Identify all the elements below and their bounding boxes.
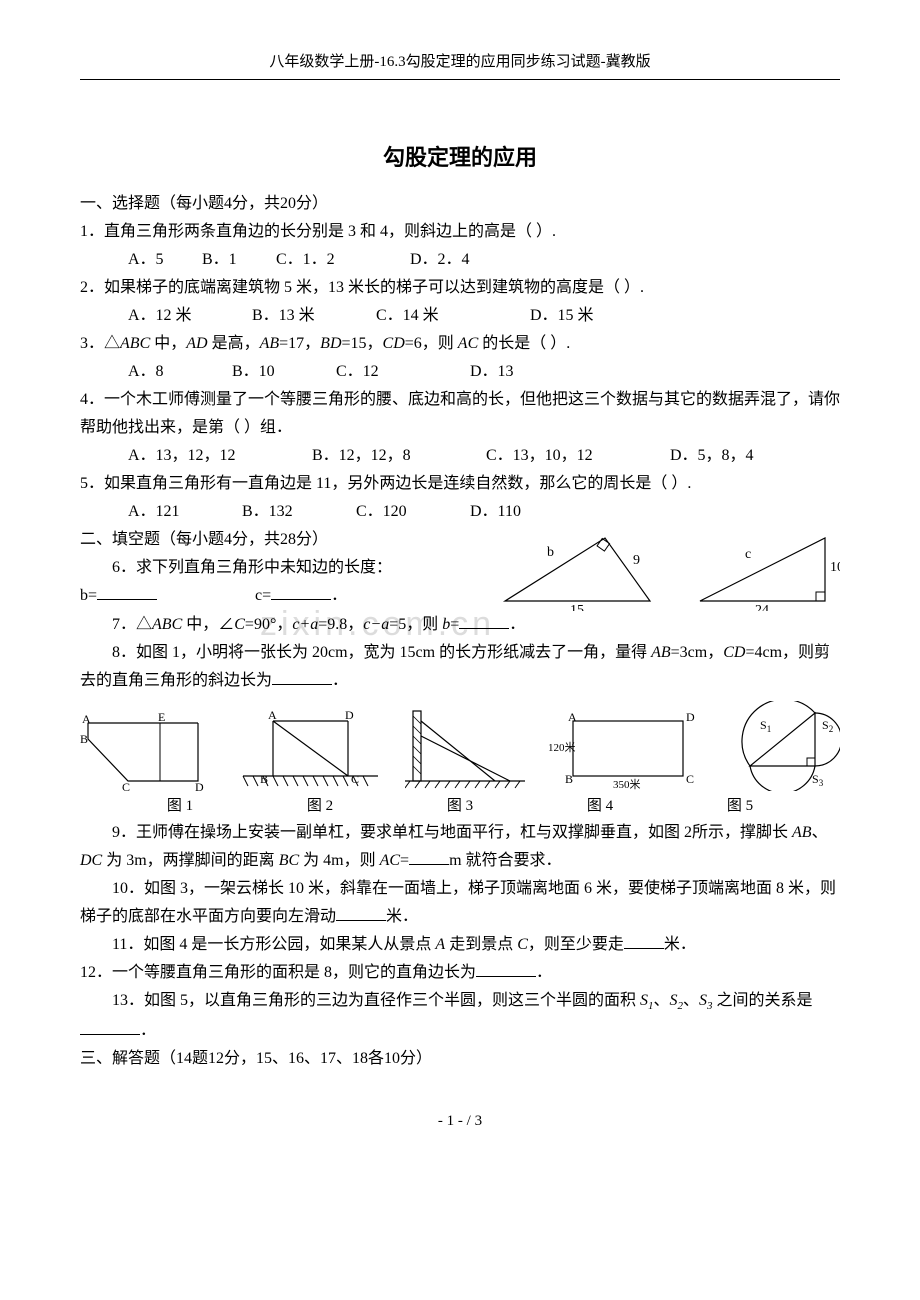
q5-a: A．121 bbox=[128, 498, 238, 526]
svg-text:C: C bbox=[351, 772, 359, 786]
svg-text:C: C bbox=[122, 780, 130, 791]
figure-1-icon: A B C D E bbox=[80, 711, 215, 791]
q1-b: B．1 bbox=[202, 246, 272, 274]
q4-options: A．13，12，12 B．12，12，8 C．13，10，12 D．5，8，4 bbox=[80, 442, 840, 470]
svg-text:350米: 350米 bbox=[613, 778, 641, 791]
svg-text:D: D bbox=[686, 711, 695, 724]
q7: 7．△ABC 中，∠C=90°，c+a=9.8，c−a=5，则 b=． bbox=[80, 611, 840, 639]
svg-text:C: C bbox=[686, 772, 694, 786]
svg-text:S1: S1 bbox=[760, 718, 771, 734]
q8: 8．如图 1，小明将一张长为 20cm，宽为 15cm 的长方形纸减去了一角，量… bbox=[80, 639, 840, 695]
q12: 12．一个等腰直角三角形的面积是 8，则它的直角边长为． bbox=[80, 959, 840, 987]
svg-text:B: B bbox=[260, 772, 268, 786]
svg-text:b: b bbox=[547, 545, 554, 560]
page-footer: - 1 - / 3 bbox=[80, 1113, 840, 1130]
figure-row: A B C D E A D bbox=[80, 701, 840, 791]
q1-a: A．5 bbox=[128, 246, 198, 274]
svg-text:A: A bbox=[568, 711, 577, 724]
q6-prefix: 6．求下列直角三角形中未知边的长度： bbox=[80, 554, 480, 582]
q3-b: B．10 bbox=[232, 358, 332, 386]
section3-heading: 三、解答题（14题12分，15、16、17、18各10分） bbox=[80, 1045, 840, 1073]
svg-text:B: B bbox=[80, 732, 88, 746]
svg-text:D: D bbox=[345, 711, 354, 722]
figure-2-icon: A D B C bbox=[238, 711, 383, 791]
svg-text:S3: S3 bbox=[812, 772, 824, 788]
q4-a: A．13，12，12 bbox=[128, 442, 308, 470]
svg-text:9: 9 bbox=[633, 553, 640, 568]
figure-3-icon bbox=[405, 706, 525, 791]
figure-captions: 图 1 图 2 图 3 图 4 图 5 bbox=[80, 793, 840, 819]
q9: 9．王师傅在操场上安装一副单杠，要求单杠与地面平行，杠与双撑脚垂直，如图 2所示… bbox=[80, 819, 840, 875]
q1-d: D．2．4 bbox=[410, 246, 470, 274]
svg-text:c: c bbox=[745, 547, 751, 562]
svg-text:15: 15 bbox=[570, 603, 584, 611]
q2-b: B．13 米 bbox=[252, 302, 372, 330]
q5-d: D．110 bbox=[470, 498, 521, 526]
q4-b: B．12，12，8 bbox=[312, 442, 482, 470]
q2-c: C．14 米 bbox=[376, 302, 526, 330]
section2-heading: 二、填空题（每小题4分，共28分） bbox=[80, 526, 480, 554]
svg-text:S2: S2 bbox=[822, 718, 833, 734]
running-header: 八年级数学上册-16.3勾股定理的应用同步练习试题-冀教版 bbox=[80, 50, 840, 80]
svg-text:E: E bbox=[158, 711, 165, 724]
svg-text:B: B bbox=[565, 772, 573, 786]
triangle-left-icon: b 9 15 bbox=[495, 526, 660, 611]
page-title: 勾股定理的应用 bbox=[80, 140, 840, 172]
figure-5-icon: S1 S2 S3 bbox=[720, 701, 840, 791]
figure-4-icon: A D B C 120米 350米 bbox=[548, 711, 698, 791]
q5-c: C．120 bbox=[356, 498, 466, 526]
svg-text:120米: 120米 bbox=[548, 741, 576, 754]
q3-a: A．8 bbox=[128, 358, 228, 386]
q3-c: C．12 bbox=[336, 358, 466, 386]
q2-options: A．12 米 B．13 米 C．14 米 D．15 米 bbox=[80, 302, 840, 330]
svg-text:10: 10 bbox=[830, 560, 840, 575]
q1-options: A．5 B．1 C．1．2 D．2．4 bbox=[80, 246, 840, 274]
q2-stem: 2．如果梯子的底端离建筑物 5 米，13 米长的梯子可以达到建筑物的高度是（ ）… bbox=[80, 274, 840, 302]
svg-text:24: 24 bbox=[755, 603, 769, 611]
q11: 11．如图 4 是一长方形公园，如果某人从景点 A 走到景点 C，则至少要走米． bbox=[80, 931, 840, 959]
q5-options: A．121 B．132 C．120 D．110 bbox=[80, 498, 840, 526]
q2-a: A．12 米 bbox=[128, 302, 248, 330]
section1-heading: 一、选择题（每小题4分，共20分） bbox=[80, 190, 840, 218]
svg-text:D: D bbox=[195, 780, 204, 791]
q1-c: C．1．2 bbox=[276, 246, 406, 274]
q2-d: D．15 米 bbox=[530, 302, 594, 330]
q5-b: B．132 bbox=[242, 498, 352, 526]
q4-stem: 4．一个木工师傅测量了一个等腰三角形的腰、底边和高的长，但他把这三个数据与其它的… bbox=[80, 386, 840, 442]
q3-options: A．8 B．10 C．12 D．13 bbox=[80, 358, 840, 386]
q3-d: D．13 bbox=[470, 358, 514, 386]
svg-text:A: A bbox=[82, 712, 91, 726]
q6-blanks: b= c=． bbox=[80, 582, 480, 610]
q5-stem: 5．如果直角三角形有一直角边是 11，另外两边长是连续自然数，那么它的周长是（ … bbox=[80, 470, 840, 498]
svg-text:A: A bbox=[268, 711, 277, 722]
q10: 10．如图 3，一架云梯长 10 米，斜靠在一面墙上，梯子顶端离地面 6 米，要… bbox=[80, 875, 840, 931]
q3-stem: 3．△ABC 中，AD 是高，AB=17，BD=15，CD=6，则 AC 的长是… bbox=[80, 330, 840, 358]
q4-d: D．5，8，4 bbox=[670, 442, 754, 470]
q4-c: C．13，10，12 bbox=[486, 442, 666, 470]
q1-stem: 1．直角三角形两条直角边的长分别是 3 和 4，则斜边上的高是（ ）. bbox=[80, 218, 840, 246]
triangle-right-icon: c 10 24 bbox=[690, 526, 840, 611]
q13: 13．如图 5，以直角三角形的三边为直径作三个半圆，则这三个半圆的面积 S1、S… bbox=[80, 987, 840, 1044]
